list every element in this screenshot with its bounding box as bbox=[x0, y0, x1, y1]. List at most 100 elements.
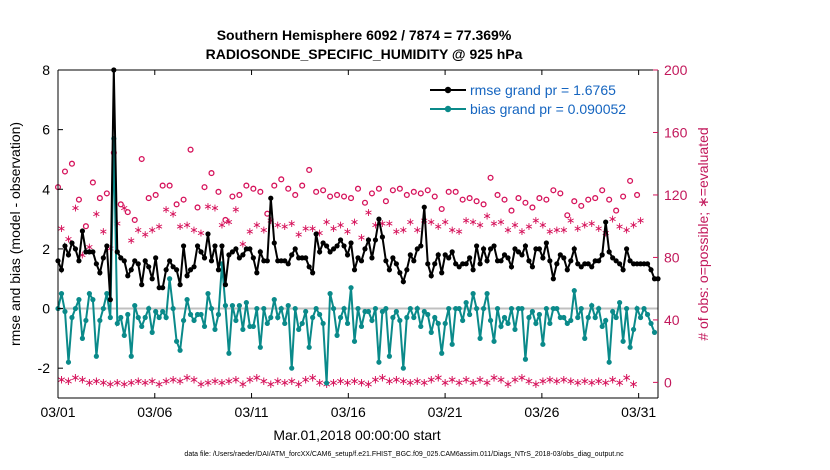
obs-low-marker: ∗ bbox=[573, 375, 583, 389]
rmse-point bbox=[93, 261, 99, 267]
obs-possible-marker bbox=[243, 182, 250, 189]
rmse-point bbox=[65, 252, 72, 258]
rmse-point bbox=[617, 261, 623, 267]
obs-evaluated-marker: ∗ bbox=[496, 216, 505, 229]
bias-point bbox=[208, 305, 215, 312]
bias-point bbox=[306, 344, 312, 350]
y2-tick-label: 80 bbox=[664, 249, 680, 265]
rmse-point bbox=[219, 243, 225, 249]
bias-point bbox=[275, 314, 281, 321]
bias-point bbox=[264, 320, 270, 327]
bias-point bbox=[289, 365, 295, 371]
rmse-point bbox=[536, 246, 542, 252]
rmse-point bbox=[184, 273, 190, 279]
rmse-point bbox=[376, 216, 382, 222]
obs-low-marker: ∗ bbox=[405, 375, 415, 389]
obs-low-marker: ∗ bbox=[217, 375, 227, 389]
rmse-point bbox=[397, 270, 403, 276]
rmse-point bbox=[421, 204, 427, 210]
rmse-point bbox=[146, 264, 152, 270]
obs-evaluated-marker: ∗ bbox=[182, 219, 191, 232]
bias-point bbox=[651, 329, 658, 335]
bias-point bbox=[135, 314, 141, 321]
obs-possible-marker bbox=[180, 196, 187, 203]
obs-evaluated-marker: ∗ bbox=[155, 220, 164, 233]
bias-point bbox=[529, 308, 536, 315]
bias-point bbox=[292, 305, 298, 312]
obs-evaluated-marker: ∗ bbox=[622, 223, 631, 236]
rmse-point bbox=[585, 261, 591, 267]
obs-evaluated-marker: ∗ bbox=[99, 225, 108, 238]
obs-evaluated-marker: ∗ bbox=[566, 214, 575, 227]
obs-low-marker: ∗ bbox=[489, 371, 499, 385]
obs-evaluated-marker: ∗ bbox=[78, 248, 87, 261]
obs-possible-marker bbox=[452, 188, 459, 195]
obs-possible-marker bbox=[529, 204, 536, 211]
obs-evaluated-marker: ∗ bbox=[343, 225, 352, 238]
bias-point bbox=[149, 329, 155, 335]
x-tick-label: 03/06 bbox=[137, 404, 172, 420]
obs-evaluated-marker: ∗ bbox=[462, 214, 471, 227]
obs-possible-marker bbox=[159, 182, 166, 189]
obs-low-marker: ∗ bbox=[210, 374, 220, 388]
obs-evaluated-marker: ∗ bbox=[148, 223, 157, 236]
bias-series bbox=[55, 135, 658, 386]
bias-point bbox=[285, 302, 291, 309]
obs-low-marker: ∗ bbox=[363, 377, 373, 391]
bias-point bbox=[212, 326, 218, 333]
obs-possible-marker bbox=[313, 188, 320, 195]
bias-point bbox=[599, 323, 605, 330]
bias-point bbox=[163, 314, 169, 321]
rmse-point bbox=[100, 255, 106, 261]
obs-evaluated-marker: ∗ bbox=[238, 237, 247, 250]
obs-evaluated-marker: ∗ bbox=[336, 219, 345, 232]
obs-low-marker: ∗ bbox=[580, 374, 590, 388]
rmse-point bbox=[648, 267, 654, 273]
bias-point bbox=[404, 314, 410, 321]
y-tick-label: 4 bbox=[42, 181, 50, 197]
bias-point bbox=[310, 314, 316, 321]
rmse-point bbox=[69, 240, 75, 246]
y-tick-label: 6 bbox=[42, 122, 50, 138]
bias-point bbox=[634, 305, 640, 312]
bias-point bbox=[575, 314, 581, 321]
y-tick-label: 0 bbox=[42, 301, 50, 317]
rmse-point bbox=[317, 249, 323, 255]
obs-evaluated-marker: ∗ bbox=[224, 216, 233, 229]
y2-tick-label: 0 bbox=[664, 374, 672, 390]
obs-possible-marker bbox=[208, 170, 215, 177]
obs-low-marker: ∗ bbox=[84, 375, 94, 389]
bias-point bbox=[142, 314, 148, 321]
obs-low-marker: ∗ bbox=[370, 372, 380, 386]
bias-point bbox=[174, 338, 180, 344]
obs-low-marker: ∗ bbox=[168, 372, 178, 386]
obs-evaluated-marker: ∗ bbox=[301, 222, 310, 235]
rmse-point bbox=[313, 231, 319, 237]
rmse-point bbox=[568, 258, 574, 264]
bias-point bbox=[610, 308, 616, 315]
obs-low-marker: ∗ bbox=[475, 372, 485, 386]
rmse-point bbox=[170, 264, 176, 270]
rmse-point bbox=[160, 285, 166, 291]
bias-point bbox=[641, 305, 647, 312]
bias-point bbox=[637, 314, 644, 321]
rmse-point bbox=[477, 261, 483, 267]
obs-low-marker: ∗ bbox=[105, 377, 115, 391]
bias-point bbox=[522, 356, 529, 362]
bias-point bbox=[330, 305, 337, 312]
obs-evaluated-marker: ∗ bbox=[350, 216, 359, 229]
rmse-point bbox=[644, 261, 651, 267]
obs-low-marker: ∗ bbox=[496, 372, 506, 386]
bias-point bbox=[428, 329, 434, 335]
obs-low-marker: ∗ bbox=[63, 374, 73, 388]
obs-evaluated-marker: ∗ bbox=[636, 214, 645, 227]
obs-low-marker: ∗ bbox=[398, 374, 408, 388]
rmse-point bbox=[547, 258, 553, 264]
obs-possible-marker bbox=[620, 193, 627, 200]
bias-point bbox=[62, 308, 68, 315]
obs-possible-marker bbox=[501, 196, 508, 203]
obs-evaluated-marker: ∗ bbox=[629, 219, 638, 232]
obs-low-marker: ∗ bbox=[468, 375, 478, 389]
rmse-point bbox=[254, 270, 260, 276]
rmse-point bbox=[142, 258, 148, 264]
